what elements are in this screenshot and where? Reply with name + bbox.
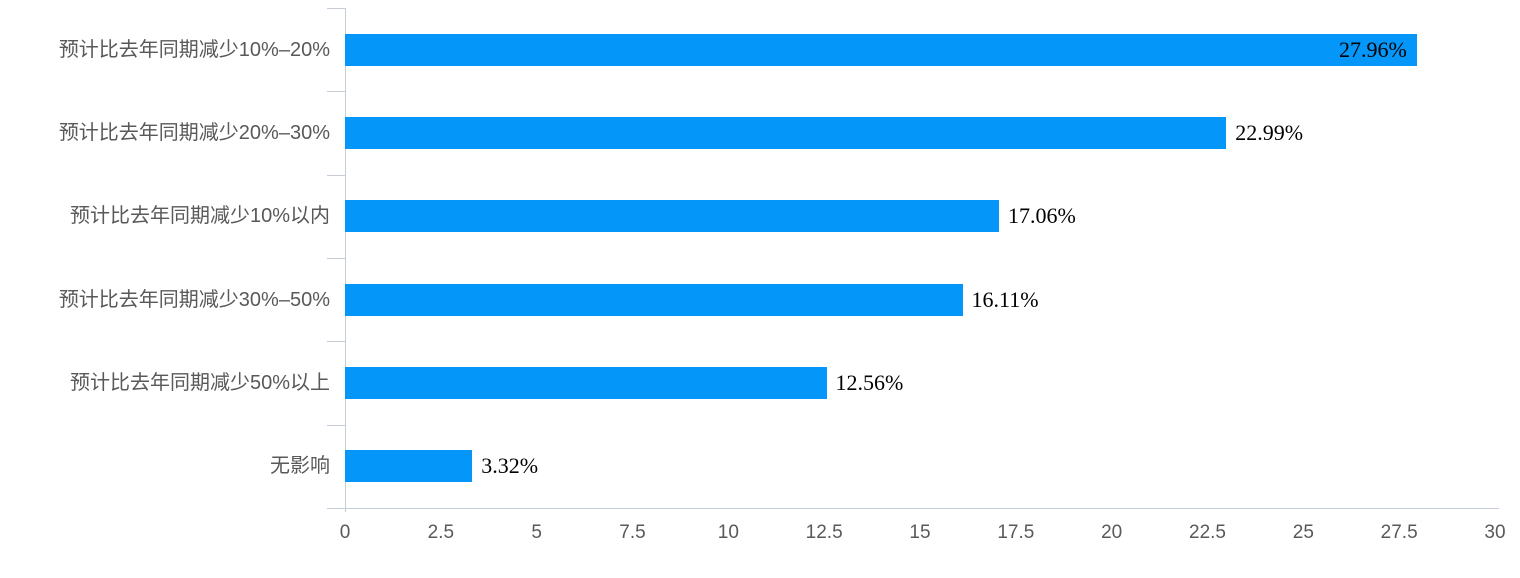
value-label: 17.06%: [1007, 203, 1076, 229]
x-tick-label: 5: [531, 522, 542, 543]
value-label: 12.56%: [835, 370, 904, 395]
x-tick-label: 25: [1292, 522, 1314, 543]
category-label: 预计比去年同期减少10%–20%: [58, 38, 330, 61]
value-label: 22.99%: [1235, 120, 1304, 145]
y-tick-mark: [327, 91, 345, 93]
value-label: 27.96%: [1338, 36, 1407, 62]
category-label: 无影响: [270, 455, 330, 478]
x-tick-label: 30: [1484, 522, 1506, 543]
x-axis-line: [345, 508, 1499, 509]
x-tick-label: 27.5: [1380, 522, 1418, 543]
category-label: 预计比去年同期减少50%以上: [69, 372, 330, 394]
y-tick-mark: [327, 341, 345, 343]
category-label: 预计比去年同期减少30%–50%: [58, 288, 330, 311]
x-tick-label: 2.5: [427, 522, 455, 543]
bar: [345, 367, 827, 399]
x-tick-label: 15: [909, 522, 931, 543]
category-label: 预计比去年同期减少10%以内: [69, 205, 330, 228]
x-tick-label: 17.5: [997, 522, 1035, 543]
bar: [345, 117, 1227, 149]
bar: [345, 283, 963, 316]
bar: [345, 200, 999, 233]
bar: [345, 33, 1417, 66]
y-tick-mark: [327, 258, 345, 259]
y-axis-line: [345, 8, 346, 512]
value-label: 16.11%: [971, 286, 1039, 312]
y-tick-mark: [327, 8, 345, 9]
x-tick-label: 7.5: [619, 522, 646, 543]
y-tick-mark: [327, 508, 345, 509]
x-tick-label: 10: [717, 522, 739, 543]
x-tick-label: 0: [339, 522, 351, 543]
bar: [345, 450, 473, 483]
x-tick-label: 20: [1101, 522, 1123, 543]
value-label: 3.32%: [481, 453, 539, 479]
category-label: 预计比去年同期减少20%–30%: [58, 122, 330, 144]
y-tick-mark: [327, 424, 345, 426]
x-tick-label: 22.5: [1189, 522, 1226, 543]
y-tick-mark: [327, 174, 345, 176]
x-tick-label: 12.5: [805, 522, 843, 543]
